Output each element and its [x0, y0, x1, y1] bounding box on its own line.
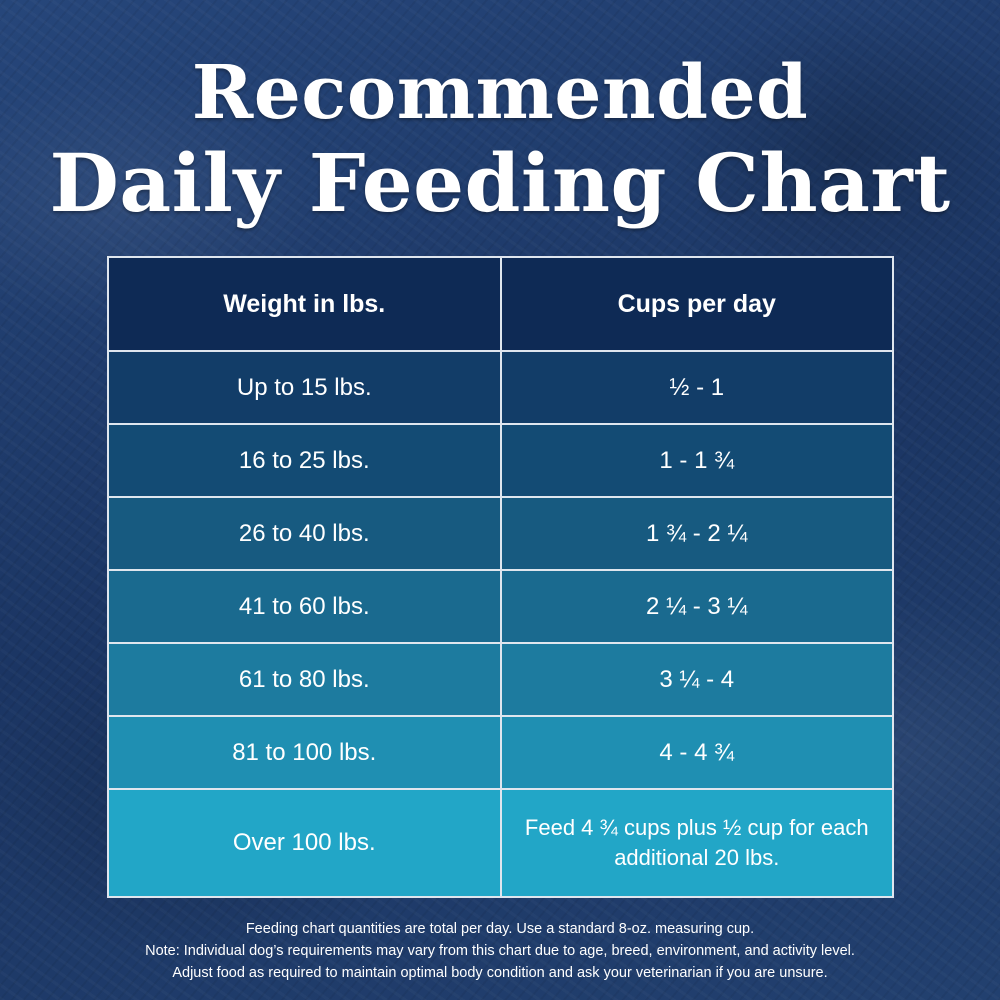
- weight-cell: Over 100 lbs.: [232, 829, 376, 856]
- table-header-row: Weight in lbs. Cups per day: [109, 258, 892, 350]
- cups-cell: 4 - 4 ¾: [499, 717, 893, 788]
- footnote-line-1: Feeding chart quantities are total per d…: [245, 921, 755, 937]
- cups-cell: 1 ¾ - 2 ¼: [499, 498, 893, 569]
- table-row: 61 to 80 lbs. 3 ¼ - 4: [109, 642, 892, 715]
- weight-cell: 81 to 100 lbs.: [232, 738, 377, 766]
- table-row: Up to 15 lbs. ½ - 1: [109, 350, 892, 423]
- cups-cell: Feed 4 ¾ cups plus ½ cup for each additi…: [499, 790, 893, 896]
- cups-cell: ½ - 1: [499, 352, 893, 423]
- weight-cell: Up to 15 lbs.: [236, 373, 372, 401]
- weight-cell: 16 to 25 lbs.: [238, 446, 370, 474]
- cups-cell: 1 - 1 ¾: [499, 425, 893, 496]
- cups-cell: 2 ¼ - 3 ¼: [499, 571, 893, 642]
- table-row: 16 to 25 lbs. 1 - 1 ¾: [109, 423, 892, 496]
- table-row: 81 to 100 lbs. 4 - 4 ¾: [109, 715, 892, 788]
- footnote-line-3: Adjust food as required to maintain opti…: [172, 965, 828, 981]
- table-row: Over 100 lbs. Feed 4 ¾ cups plus ½ cup f…: [109, 788, 892, 896]
- title-line-2: Daily Feeding Chart: [49, 136, 951, 230]
- weight-cell: 41 to 60 lbs.: [238, 592, 370, 620]
- cups-cell: 3 ¼ - 4: [499, 644, 893, 715]
- feeding-table: Weight in lbs. Cups per day Up to 15 lbs…: [107, 256, 894, 898]
- weight-cell: 26 to 40 lbs.: [238, 519, 370, 547]
- page-title: Recommended Daily Feeding Chart: [0, 48, 1000, 228]
- weight-cell: 61 to 80 lbs.: [238, 665, 370, 693]
- header-cups: Cups per day: [499, 258, 893, 350]
- footnote-line-2: Note: Individual dog’s requirements may …: [145, 943, 855, 959]
- header-weight: Weight in lbs.: [223, 289, 386, 318]
- footnote: Feeding chart quantities are total per d…: [0, 918, 1000, 984]
- table-row: 26 to 40 lbs. 1 ¾ - 2 ¼: [109, 496, 892, 569]
- title-line-1: Recommended: [191, 50, 809, 136]
- table-row: 41 to 60 lbs. 2 ¼ - 3 ¼: [109, 569, 892, 642]
